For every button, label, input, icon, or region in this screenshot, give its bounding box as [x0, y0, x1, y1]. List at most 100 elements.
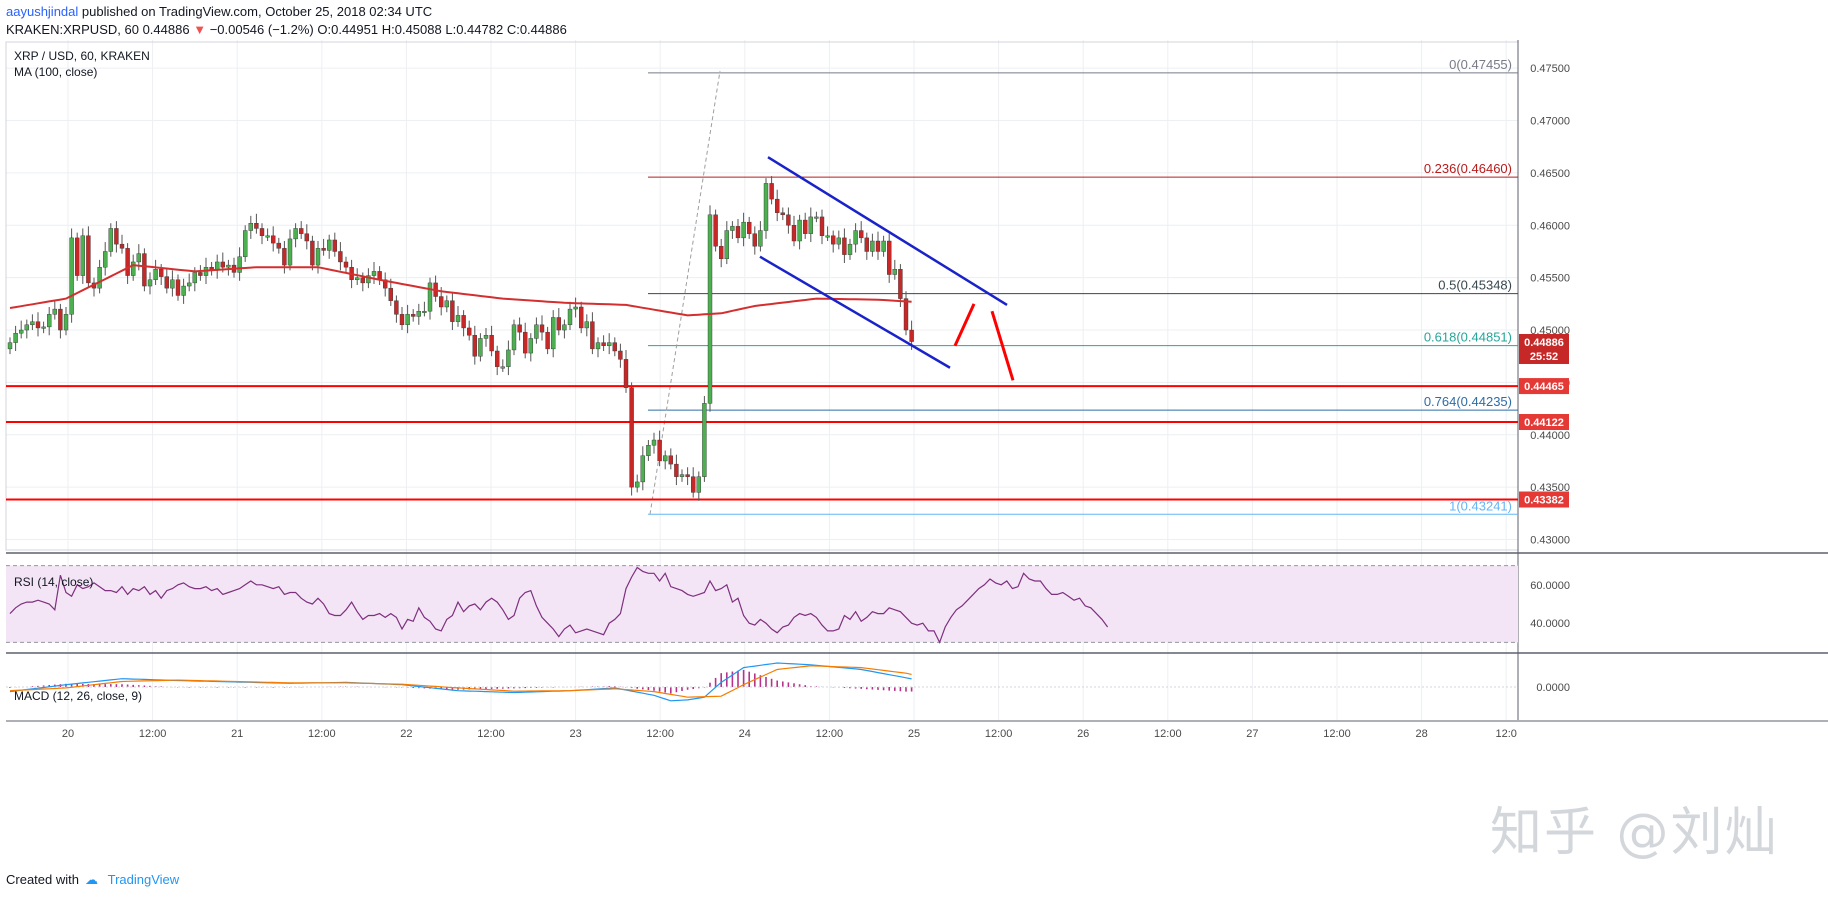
channel-upper-line [767, 156, 1008, 306]
candle-body [623, 359, 629, 388]
candle-body [142, 253, 147, 287]
candle-body [724, 230, 729, 260]
candle-body [248, 223, 254, 231]
candle-body [293, 228, 298, 240]
price-pane-frame [5, 41, 1519, 551]
trend-drawings[interactable] [759, 156, 1015, 381]
candle-body [573, 306, 578, 310]
price-badge [1519, 414, 1569, 431]
candle-body [674, 463, 679, 477]
candle-body [192, 272, 198, 284]
candle-body [663, 455, 668, 462]
candle-body [511, 324, 517, 351]
price-tick-label: 0.45500 [1530, 273, 1570, 285]
macd-pane [6, 662, 1518, 702]
candle-body [360, 277, 365, 284]
fib-level-label: 1(0.43241) [1449, 498, 1512, 513]
candle-body [58, 308, 63, 331]
candlesticks [7, 176, 914, 501]
tradingview-logo-icon[interactable]: ☁ [84, 872, 98, 887]
candle-body [7, 342, 13, 350]
candle-body [19, 329, 24, 334]
candle-body [836, 237, 841, 245]
candle-body [719, 246, 724, 260]
fib-level-label: 0.236(0.46460) [1424, 161, 1512, 176]
candle-body [786, 214, 791, 226]
candle-body [108, 228, 114, 252]
candle-body [791, 225, 797, 242]
macd-line [9, 662, 912, 702]
chart-canvas[interactable]: 0(0.47455) 0.236(0.46460) 0.5(0.45348) 0.61… [0, 40, 1828, 866]
fib-trend-line [649, 70, 721, 515]
candle-body [13, 332, 18, 343]
candle-body [814, 216, 819, 219]
candle-body [130, 261, 136, 276]
candle-body [332, 239, 337, 252]
candle-body [539, 324, 545, 333]
candle-body [439, 296, 444, 308]
price-tick-label: 0.43000 [1530, 535, 1570, 547]
author-link[interactable]: aayushjindal [6, 4, 79, 19]
time-tick-label: 24 [739, 728, 751, 740]
publish-info: published on TradingView.com, October 25… [78, 4, 433, 19]
macd-signal-line [9, 665, 912, 698]
candle-body [500, 366, 505, 369]
time-axis[interactable]: 20 12:00 21 12:00 22 12:00 23 12:00 24 12:00 25 12:… [62, 728, 1517, 740]
candle-body [310, 240, 315, 266]
candle-body [416, 310, 421, 317]
fib-level-label: 0.5(0.45348) [1438, 278, 1512, 293]
tradingview-link[interactable]: TradingView [107, 872, 180, 887]
candle-body [769, 183, 774, 200]
candle-body [394, 300, 399, 315]
candle-body [472, 335, 477, 357]
price-badge-label: 0.44122 [1524, 417, 1564, 429]
watermark: 知乎 @刘灿 [1490, 803, 1779, 863]
candle-body [315, 248, 321, 266]
price-tick-label: 0.43500 [1530, 482, 1570, 494]
candle-body [405, 314, 410, 326]
rsi-tick-label: 40.0000 [1530, 618, 1570, 630]
candle-body [747, 221, 752, 234]
price-badges: 0.44465 0.44122 0.43382 0.44886 25:52 [1519, 333, 1569, 508]
candle-body [52, 308, 57, 315]
candle-body [444, 300, 449, 308]
candle-body [265, 235, 270, 238]
last-price-label: 0.44886 [1524, 337, 1564, 349]
candle-body [668, 455, 673, 465]
candle-body [422, 310, 427, 313]
candle-body [483, 335, 489, 339]
time-tick-label: 12:00 [985, 728, 1013, 740]
candle-body [612, 342, 617, 352]
candle-body [86, 235, 91, 284]
candle-body [282, 248, 287, 266]
candle-body [506, 349, 511, 367]
symbol-label: KRAKEN:XRPUSD, 60 [6, 22, 139, 37]
candle-body [327, 239, 332, 251]
support-lines[interactable] [6, 385, 1518, 501]
time-tick-label: 12:00 [139, 728, 167, 740]
time-tick-label: 28 [1415, 728, 1427, 740]
fib-retracement[interactable]: 0(0.47455) 0.236(0.46460) 0.5(0.45348) 0.61… [648, 57, 1518, 515]
candle-body [63, 314, 69, 331]
candle-body [467, 327, 472, 336]
candle-body [186, 282, 192, 287]
candle-body [702, 403, 707, 477]
candle-body [735, 226, 741, 239]
candle-body [254, 223, 259, 229]
candle-body [523, 331, 528, 354]
chart-header: aayushjindal published on TradingView.co… [0, 0, 1828, 40]
candle-body [887, 240, 892, 275]
time-tick-label: 25 [908, 728, 920, 740]
last-close-value: 0.44886 [142, 22, 190, 37]
candle-body [427, 282, 433, 312]
candle-body [74, 237, 80, 276]
candle-body [287, 238, 293, 266]
candle-body [909, 329, 914, 342]
time-tick-label: 27 [1246, 728, 1258, 740]
candle-body [125, 248, 130, 276]
candle-body [741, 221, 746, 239]
candle-body [355, 277, 360, 280]
candle-body [242, 230, 248, 257]
close-value: C:0.44886 [506, 22, 567, 37]
created-with-label: Created with [6, 872, 79, 887]
